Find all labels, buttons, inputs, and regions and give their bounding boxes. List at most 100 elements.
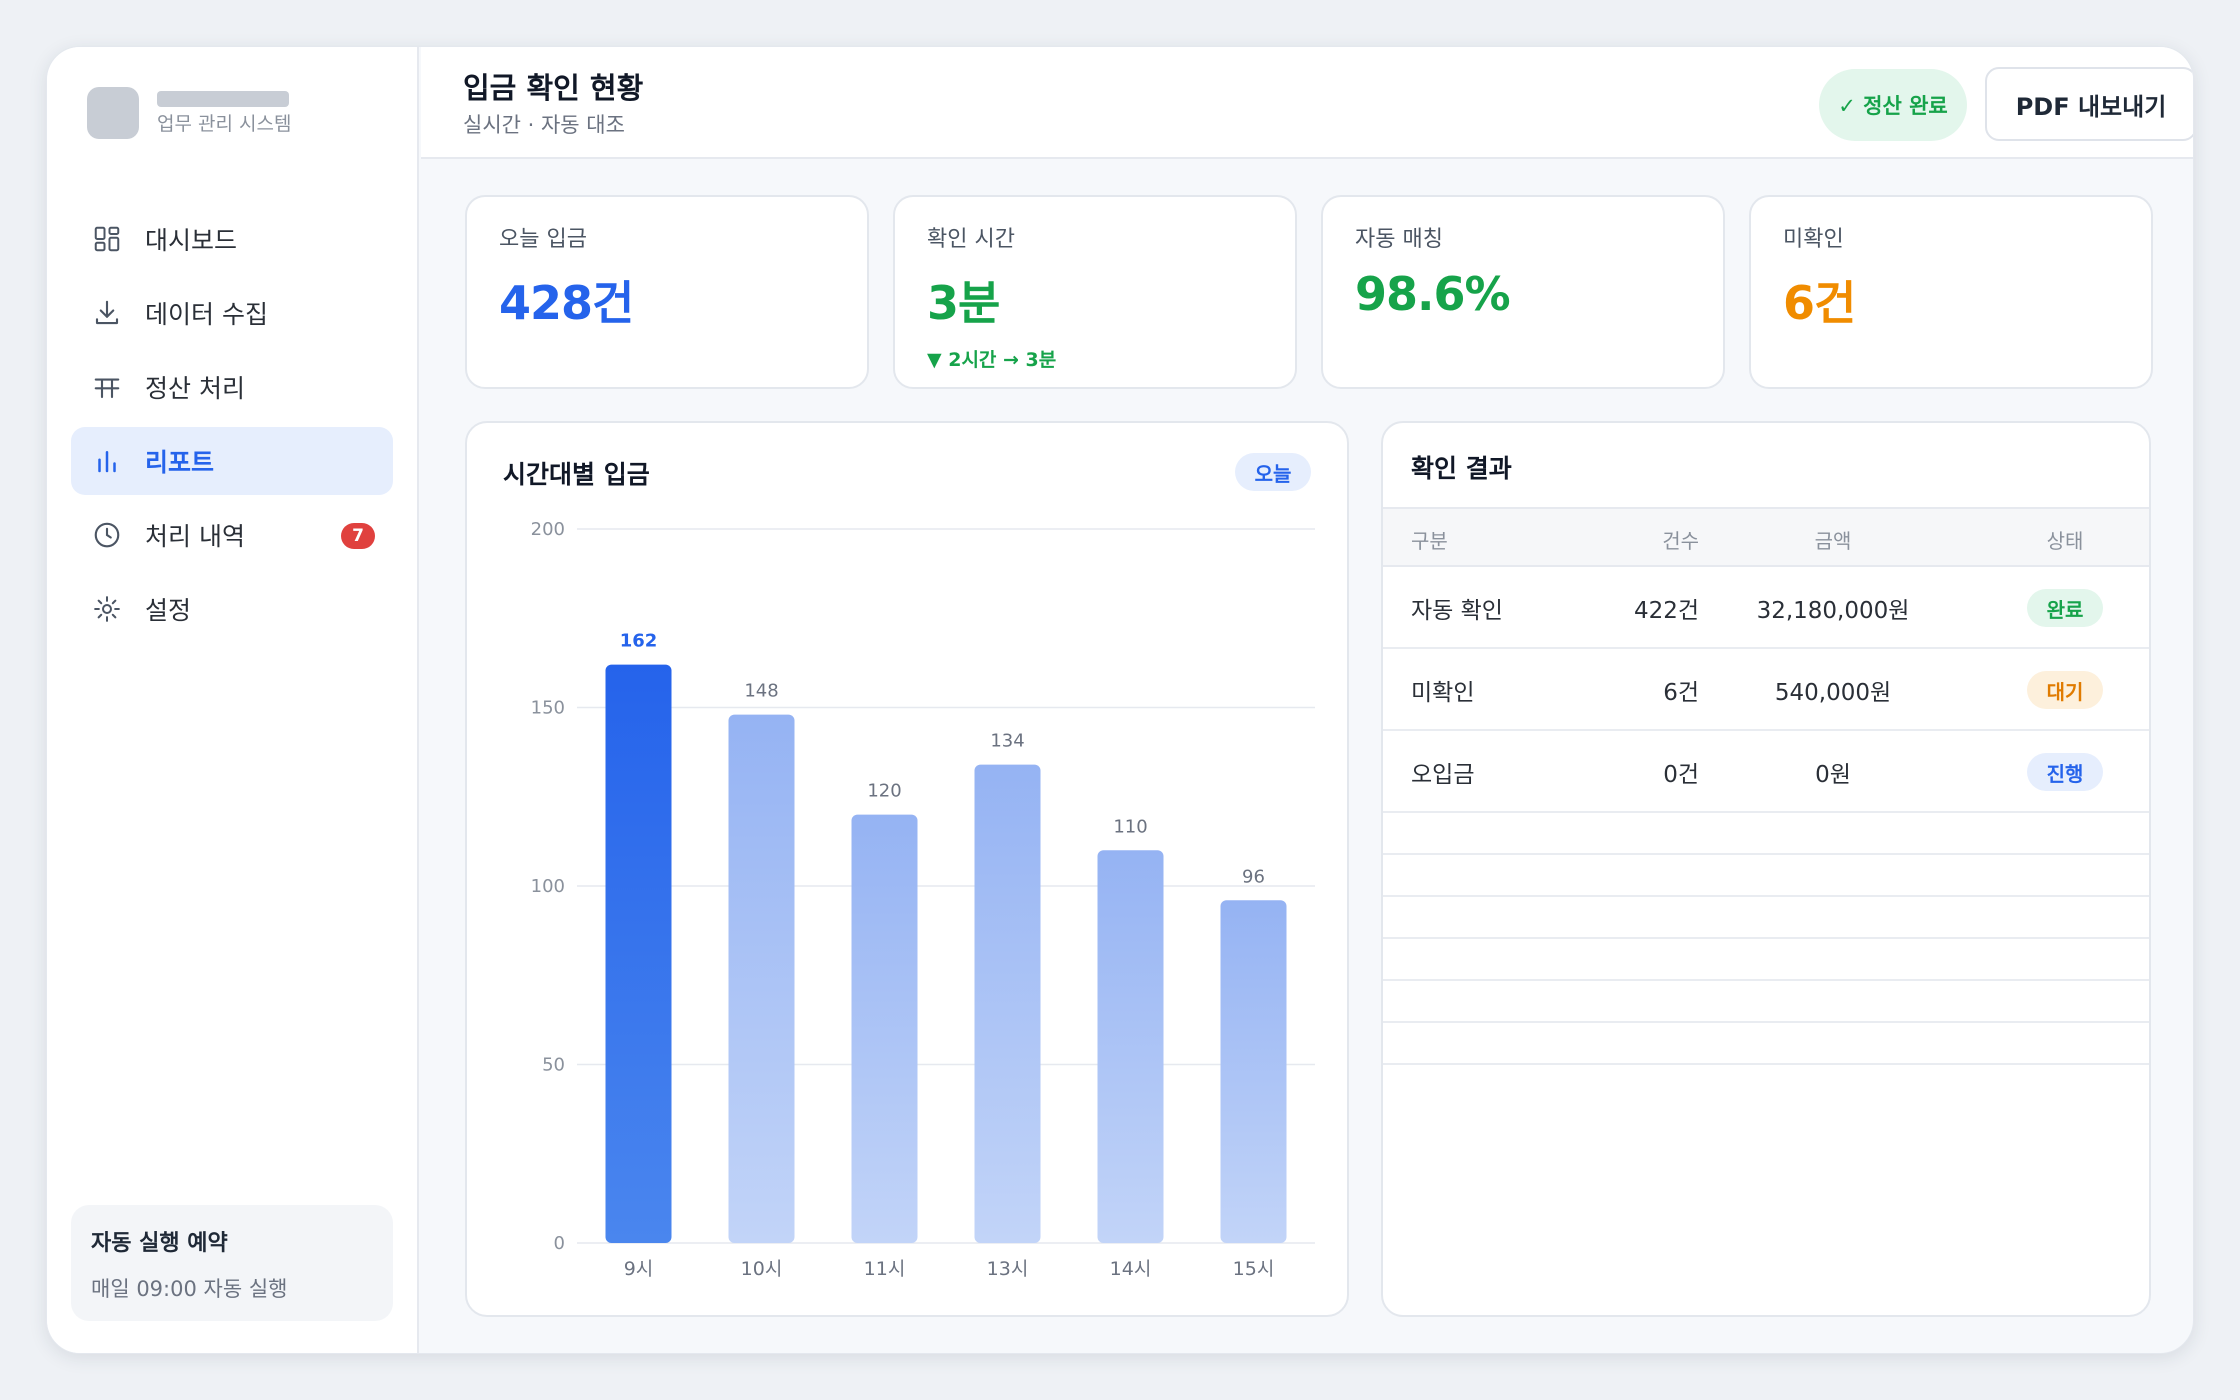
empty-table-row	[1383, 813, 2149, 855]
kpi-card-check-time: 확인 시간 3분 ▼ 2시간 → 3분	[893, 195, 1297, 389]
clock-icon	[91, 519, 123, 551]
notification-badge: 7	[341, 523, 375, 549]
download-icon	[91, 297, 123, 329]
kpi-card-today-deposits: 오늘 입금 428건	[465, 195, 869, 389]
sidebar-item-label: 데이터 수집	[145, 300, 268, 329]
page-subtitle: 실시간 · 자동 대조	[463, 113, 625, 137]
bar-value-label: 162	[620, 631, 658, 652]
table-row[interactable]: 미확인 6건 540,000원 대기	[1383, 649, 2149, 731]
sidebar-item-reports[interactable]: 리포트	[71, 427, 393, 495]
gear-icon	[91, 593, 123, 625]
x-tick-label: 11시	[864, 1258, 906, 1280]
row-amount: 540,000원	[1774, 680, 1892, 706]
empty-table-row	[1383, 897, 2149, 939]
bar-value-label: 120	[867, 781, 901, 802]
sidebar-item-settings[interactable]: 설정	[71, 575, 393, 643]
bar-chart-icon	[91, 445, 123, 477]
row-category: 자동 확인	[1411, 598, 1503, 624]
grid-icon	[91, 223, 123, 255]
schedule-subtitle: 매일 09:00 자동 실행	[91, 1277, 288, 1301]
sidebar-nav: 대시보드 데이터 수집 정산 처리	[71, 205, 393, 649]
y-tick-label: 0	[554, 1233, 565, 1254]
status-badge: 진행	[2027, 753, 2103, 791]
sidebar-item-label: 설정	[145, 596, 192, 625]
y-tick-label: 150	[531, 698, 565, 719]
y-tick-label: 100	[531, 876, 565, 897]
sidebar-item-settlement[interactable]: 정산 처리	[71, 353, 393, 421]
table-header: 구분 건수 금액 상태	[1383, 507, 2149, 567]
brand-name-placeholder	[157, 91, 289, 107]
kpi-value: 6건	[1783, 276, 1856, 330]
sidebar-item-data-collection[interactable]: 데이터 수집	[71, 279, 393, 347]
bar-11시[interactable]	[851, 814, 918, 1243]
brand-logo	[87, 87, 139, 139]
bar-chart: 0 50 100 150 200 162 9시 148 10시 120 11시 134 13시 110 14…	[531, 519, 1315, 1280]
column-header-category: 구분	[1411, 529, 1448, 553]
kpi-delta: ▼ 2시간 → 3분	[927, 349, 1057, 371]
table-icon	[91, 371, 123, 403]
brand: 업무 관리 시스템	[87, 87, 387, 143]
bar-value-label: 110	[1113, 816, 1147, 837]
row-category: 오입금	[1411, 762, 1475, 788]
sidebar-item-history[interactable]: 처리 내역 7	[71, 501, 393, 569]
brand-subtitle: 업무 관리 시스템	[157, 113, 292, 135]
empty-table-row	[1383, 855, 2149, 897]
table-title: 확인 결과	[1411, 454, 1512, 483]
bar-10시[interactable]	[728, 714, 795, 1243]
bar-13시[interactable]	[974, 764, 1041, 1243]
results-table-card: 확인 결과 구분 건수 금액 상태 자동 확인 422건 32,180,000원…	[1381, 421, 2151, 1317]
x-tick-label: 13시	[987, 1258, 1029, 1280]
sidebar-item-dashboard[interactable]: 대시보드	[71, 205, 393, 273]
page-title: 입금 확인 현황	[463, 71, 644, 105]
kpi-label: 자동 매칭	[1355, 227, 1443, 252]
chart-title: 시간대별 입금	[503, 460, 650, 489]
row-count: 0건	[1663, 762, 1699, 788]
column-header-count: 건수	[1662, 529, 1699, 553]
empty-table-row	[1383, 981, 2149, 1023]
sidebar: 업무 관리 시스템 대시보드 데이터 수집	[47, 47, 419, 1353]
kpi-card-unconfirmed: 미확인 6건	[1749, 195, 2153, 389]
schedule-title: 자동 실행 예약	[91, 1231, 228, 1256]
empty-table-row	[1383, 939, 2149, 981]
pdf-export-button[interactable]: PDF 내보내기	[1985, 67, 2193, 141]
column-header-status: 상태	[2046, 529, 2084, 553]
page-header: 입금 확인 현황 실시간 · 자동 대조 ✓ 정산 완료 PDF 내보내기	[421, 47, 2193, 159]
row-amount: 0원	[1815, 762, 1851, 788]
kpi-value: 428건	[499, 276, 634, 330]
bar-value-label: 148	[744, 681, 778, 702]
kpi-card-auto-match: 자동 매칭 98.6%	[1321, 195, 1725, 389]
row-count: 6건	[1663, 680, 1699, 706]
kpi-value: 3분	[927, 276, 1000, 330]
sidebar-item-label: 처리 내역	[145, 522, 245, 551]
x-tick-label: 15시	[1233, 1258, 1275, 1280]
sidebar-item-label: 대시보드	[145, 226, 238, 255]
bar-9시[interactable]	[605, 664, 672, 1243]
schedule-card[interactable]: 자동 실행 예약 매일 09:00 자동 실행	[71, 1205, 393, 1321]
bar-value-label: 134	[990, 731, 1024, 752]
y-tick-label: 50	[542, 1055, 565, 1076]
status-badge: 완료	[2027, 589, 2103, 627]
status-badge: ✓ 정산 완료	[1819, 69, 1967, 141]
status-badge: 대기	[2027, 671, 2103, 709]
x-tick-label: 10시	[741, 1258, 783, 1280]
kpi-label: 오늘 입금	[499, 227, 587, 252]
bar-14시[interactable]	[1097, 850, 1164, 1243]
column-header-amount: 금액	[1814, 529, 1852, 553]
row-category: 미확인	[1411, 680, 1475, 706]
sidebar-item-label: 정산 처리	[145, 374, 245, 403]
sidebar-item-label: 리포트	[145, 448, 215, 477]
empty-table-row	[1383, 1023, 2149, 1065]
app-window: 업무 관리 시스템 대시보드 데이터 수집	[46, 46, 2194, 1354]
table-row[interactable]: 오입금 0건 0원 진행	[1383, 731, 2149, 813]
hourly-deposit-chart-card: 0 50 100 150 200 162 9시 148 10시 120 11시 134 13시 110 14…	[465, 421, 1349, 1317]
x-tick-label: 9시	[624, 1258, 654, 1280]
row-amount: 32,180,000원	[1756, 598, 1910, 624]
kpi-value: 98.6%	[1355, 267, 1511, 321]
row-count: 422건	[1633, 598, 1699, 624]
kpi-label: 확인 시간	[927, 227, 1015, 252]
period-badge[interactable]: 오늘	[1235, 453, 1311, 491]
bar-value-label: 96	[1242, 866, 1265, 887]
bar-15시[interactable]	[1220, 900, 1287, 1243]
y-tick-label: 200	[531, 519, 565, 540]
table-row[interactable]: 자동 확인 422건 32,180,000원 완료	[1383, 567, 2149, 649]
